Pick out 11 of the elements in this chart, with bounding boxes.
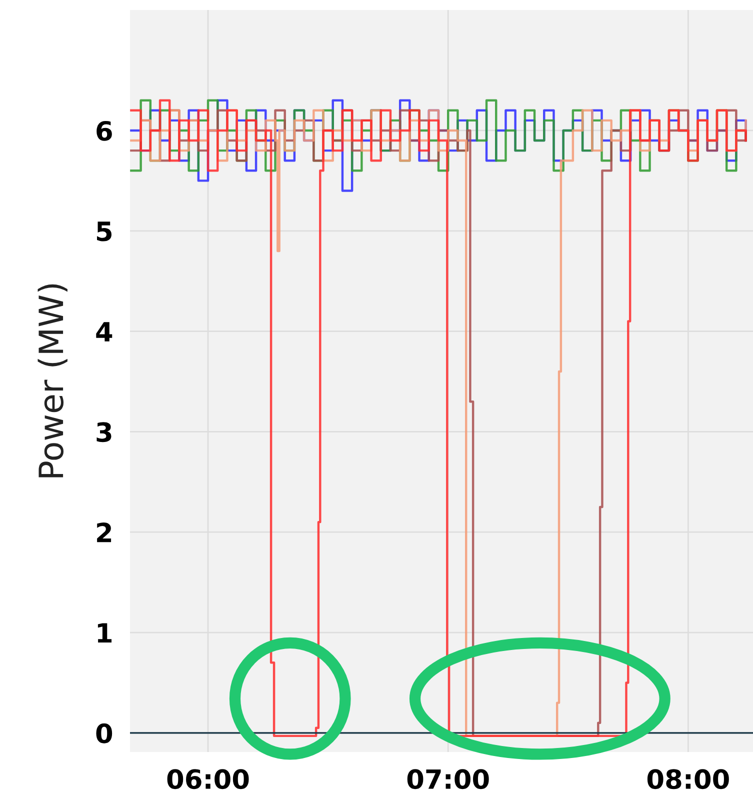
y-tick-label: 2 [97, 522, 112, 542]
y-axis-title: Power (MW) [38, 284, 68, 478]
y-tick-label: 3 [96, 422, 112, 442]
y-tick-label: 5 [97, 222, 112, 242]
x-tick-label: 07:00 [407, 769, 489, 790]
y-tick-label: 0 [96, 723, 112, 744]
y-tick-label: 4 [96, 322, 112, 342]
x-tick-label: 06:00 [167, 769, 249, 790]
y-tick-label: 1 [98, 623, 112, 643]
y-tick-label: 6 [96, 120, 112, 141]
x-tick-label: 08:00 [647, 769, 729, 790]
